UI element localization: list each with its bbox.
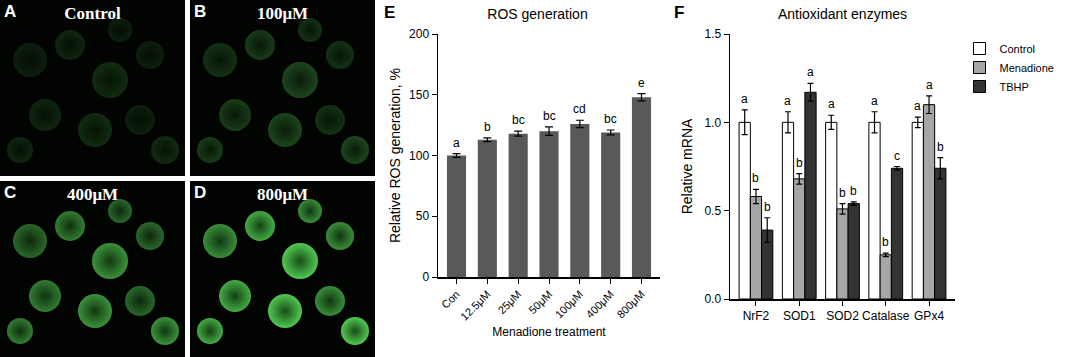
svg-text:Relative ROS generation, %: Relative ROS generation, % <box>387 68 403 243</box>
svg-text:Relative mRNA: Relative mRNA <box>679 118 695 214</box>
svg-text:bc: bc <box>512 113 525 127</box>
html-text:B: B <box>194 2 207 21</box>
svg-text:a: a <box>784 94 791 108</box>
svg-text:50: 50 <box>416 209 430 223</box>
svg-text:cd: cd <box>573 102 586 116</box>
svg-text:a: a <box>871 94 878 108</box>
svg-text:Antioxidant enzymes: Antioxidant enzymes <box>778 6 907 22</box>
svg-text:Menadione: Menadione <box>1000 62 1054 74</box>
html-text:Control: Control <box>64 4 121 23</box>
svg-text:0: 0 <box>422 270 429 284</box>
svg-text:b: b <box>850 184 857 198</box>
svg-text:Control: Control <box>1000 43 1035 55</box>
svg-text:a: a <box>828 97 835 111</box>
svg-text:a: a <box>914 99 921 113</box>
svg-text:b: b <box>937 140 944 154</box>
html-text:800μM: 800μM <box>256 185 309 204</box>
svg-text:b: b <box>839 186 846 200</box>
svg-text:150: 150 <box>409 88 429 102</box>
svg-text:Catalase: Catalase <box>862 309 910 323</box>
svg-text:0.5: 0.5 <box>704 204 721 218</box>
html-text:D: D <box>194 183 207 202</box>
svg-text:Menadione treatment: Menadione treatment <box>492 325 606 339</box>
svg-text:b: b <box>882 235 889 249</box>
svg-text:1.5: 1.5 <box>704 27 721 41</box>
svg-text:100: 100 <box>409 149 429 163</box>
svg-text:a: a <box>926 78 933 92</box>
svg-text:12.5μM: 12.5μM <box>458 288 493 323</box>
svg-text:b: b <box>764 200 771 214</box>
svg-text:a: a <box>807 65 814 79</box>
svg-text:NrF2: NrF2 <box>743 309 770 323</box>
html-text:400μM: 400μM <box>66 185 119 204</box>
svg-text:a: a <box>741 92 748 106</box>
svg-text:1.0: 1.0 <box>704 116 721 130</box>
svg-text:GPx4: GPx4 <box>914 309 944 323</box>
svg-text:SOD1: SOD1 <box>783 309 816 323</box>
svg-text:b: b <box>484 120 491 134</box>
svg-text:b: b <box>796 156 803 170</box>
html-text:F: F <box>674 3 685 22</box>
html-text:C: C <box>4 183 17 202</box>
svg-text:25μM: 25μM <box>495 288 523 316</box>
svg-text:a: a <box>453 136 460 150</box>
svg-text:50μM: 50μM <box>526 288 554 316</box>
svg-text:Con: Con <box>439 288 462 311</box>
svg-text:TBHP: TBHP <box>1000 81 1029 93</box>
svg-text:800μM: 800μM <box>614 288 646 320</box>
html-text:100μM: 100μM <box>256 4 309 23</box>
svg-text:200: 200 <box>409 27 429 41</box>
svg-text:SOD2: SOD2 <box>826 309 859 323</box>
svg-text:bc: bc <box>604 112 617 126</box>
html-text:A: A <box>4 2 17 21</box>
svg-text:0.0: 0.0 <box>704 292 721 306</box>
svg-text:e: e <box>638 76 645 90</box>
svg-text:c: c <box>894 149 900 163</box>
svg-text:bc: bc <box>543 109 556 123</box>
svg-text:ROS generation: ROS generation <box>487 6 587 22</box>
svg-text:400μM: 400μM <box>584 288 616 320</box>
svg-text:100μM: 100μM <box>553 288 585 320</box>
svg-text:b: b <box>752 171 759 185</box>
html-text:E: E <box>384 3 396 22</box>
